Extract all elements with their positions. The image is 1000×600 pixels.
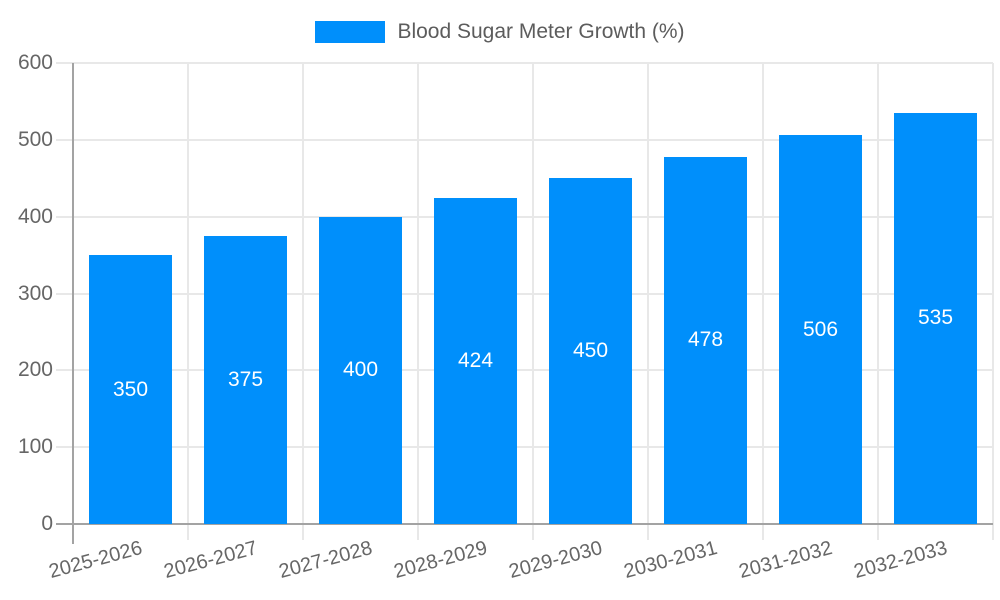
bar[interactable]	[319, 216, 402, 524]
x-gridline	[877, 63, 879, 540]
bar[interactable]	[89, 255, 172, 524]
bar-value-label: 478	[687, 328, 724, 352]
bar-value-label: 535	[917, 306, 954, 330]
bar[interactable]	[434, 198, 517, 524]
y-axis-tick-label: 100	[17, 435, 53, 459]
bar[interactable]	[894, 112, 977, 524]
legend-item[interactable]: Blood Sugar Meter Growth (%)	[0, 18, 1000, 46]
x-axis-line	[56, 523, 993, 525]
legend-swatch-icon	[315, 21, 386, 43]
y-gridline	[56, 369, 993, 372]
legend-label: Blood Sugar Meter Growth (%)	[397, 20, 685, 43]
y-gridline	[56, 446, 993, 449]
x-gridline	[302, 63, 304, 540]
y-axis-tick-label: 500	[17, 127, 53, 151]
bar[interactable]	[664, 156, 747, 524]
bar[interactable]	[549, 178, 632, 524]
y-gridline	[56, 138, 993, 141]
y-axis-tick-label: 400	[17, 204, 53, 228]
bar-value-label: 350	[112, 377, 149, 401]
bar[interactable]	[204, 235, 287, 524]
bar[interactable]	[779, 135, 862, 524]
y-gridline	[56, 292, 993, 295]
y-axis-tick-label: 600	[17, 51, 53, 74]
y-axis-tick-label: 300	[17, 281, 53, 305]
bar-value-label: 450	[572, 339, 609, 363]
x-gridline	[762, 63, 764, 540]
bar-value-label: 424	[457, 349, 494, 373]
x-gridline	[647, 63, 649, 540]
y-gridline	[56, 215, 993, 218]
bar-value-label: 400	[342, 358, 379, 382]
y-axis-tick-label: 200	[17, 358, 53, 382]
y-axis-tick-label: 0	[41, 512, 53, 535]
y-axis-line	[72, 63, 74, 544]
y-gridline	[56, 62, 993, 64]
x-gridline	[417, 63, 419, 540]
x-gridline	[992, 63, 994, 540]
x-gridline	[187, 63, 189, 540]
x-gridline	[532, 63, 534, 540]
bar-value-label: 506	[802, 317, 839, 341]
bar-value-label: 375	[227, 367, 264, 391]
